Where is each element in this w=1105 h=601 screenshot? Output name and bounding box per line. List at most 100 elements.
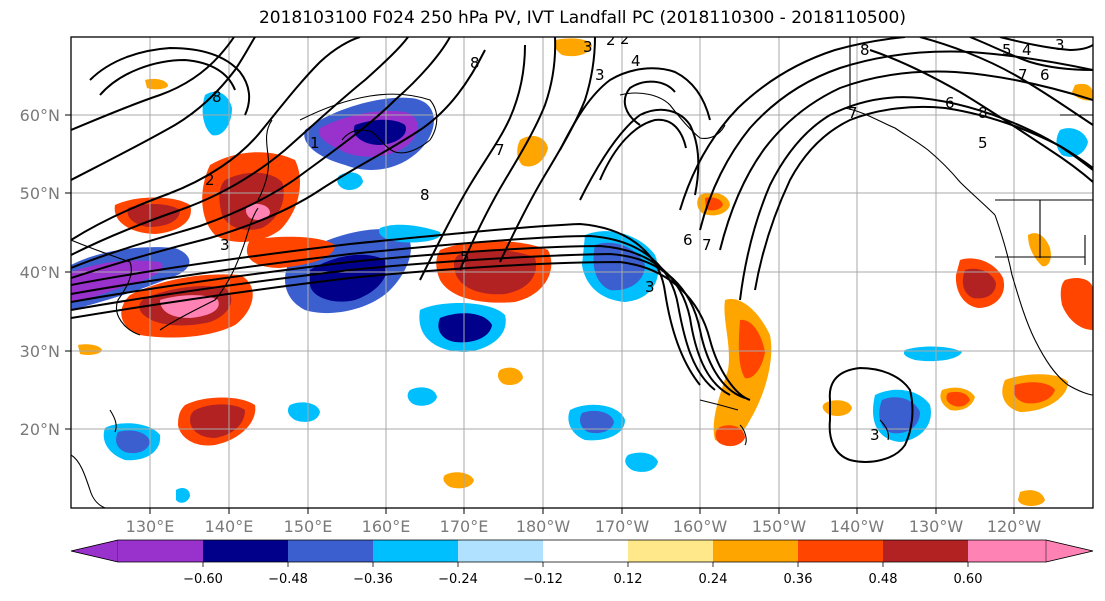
colorbar-tick-label: 0.12: [614, 572, 643, 587]
neg-anomaly-small-3: [625, 452, 658, 472]
contour-label: 4: [1022, 41, 1032, 59]
contour-label: 6: [683, 231, 693, 249]
map-title: 2018103100 F024 250 hPa PV, IVT Landfall…: [258, 8, 906, 28]
pos-anomaly-small-4: [497, 367, 523, 386]
contour-label: 2: [620, 30, 630, 48]
colorbar-tick-label: −0.24: [438, 572, 478, 587]
lon-label: 150°W: [752, 517, 807, 536]
colorbar-segment: [798, 540, 883, 562]
contour-label: 3: [583, 38, 593, 56]
contour-label: 1: [310, 134, 320, 152]
contour-label: 8: [860, 41, 870, 59]
pos-anomaly-east-subtrop-core: [1013, 382, 1055, 404]
contour-label: 7: [1018, 66, 1028, 84]
contour-label: 7: [495, 141, 505, 159]
colorbar: −0.60 −0.48 −0.36 −0.24 −0.12 0.12 0.24 …: [70, 539, 1094, 587]
pos-anomaly-south-japan-dark: [190, 404, 245, 438]
colorbar-segment: [203, 540, 288, 562]
contour-label: 5: [1002, 41, 1012, 59]
neg-anomaly-small-9: [176, 488, 190, 503]
contour-label: 3: [870, 426, 880, 444]
contour-label: 8: [212, 88, 222, 106]
colorbar-segment: [883, 540, 968, 562]
neg-anomaly-center-south-core: [580, 410, 614, 434]
contour-label: 6: [945, 94, 955, 112]
colorbar-right-extend: [1045, 539, 1094, 563]
contour-label: 3: [595, 66, 605, 84]
lon-label: 150°E: [284, 517, 333, 536]
pos-anomaly-cal-dark: [962, 268, 996, 299]
lat-label: 60°N: [20, 106, 60, 125]
lon-label: 140°E: [205, 517, 254, 536]
colorbar-segment: [373, 540, 458, 562]
pos-anomaly-hawaii-strip-core: [738, 319, 765, 379]
colorbar-tick-label: 0.60: [954, 572, 983, 587]
pv-contours: [71, 37, 1093, 463]
contour-label: 3: [1055, 36, 1065, 54]
contour-label: 6: [1040, 66, 1050, 84]
lat-label: 20°N: [20, 420, 60, 439]
pos-anomaly-small-7: [1072, 83, 1093, 101]
contour-label: 3: [220, 236, 230, 254]
contour-labels: 1 2 3 8 8 7 3 3 2 4 3 8 5 4 3 6 7 8 6 5 …: [205, 30, 1065, 444]
lon-label: 140°W: [830, 517, 885, 536]
colorbar-segment: [288, 540, 373, 562]
lon-label: 160°E: [362, 517, 411, 536]
neg-anomaly-dateline-core: [438, 313, 492, 343]
lon-label: 130°W: [909, 517, 964, 536]
pos-anomaly-small-6: [1018, 490, 1045, 506]
contour-label: 7: [702, 236, 712, 254]
colorbar-tick-label: −0.36: [353, 572, 393, 587]
pos-anomaly-small-9: [554, 38, 592, 57]
colorbar-border: [70, 539, 1094, 563]
lon-label: 170°E: [440, 517, 489, 536]
colorbar-segment: [118, 540, 203, 562]
pos-anomaly-hi-east-core: [946, 391, 970, 407]
colorbar-left-extend: [70, 539, 119, 563]
lat-label: 40°N: [20, 263, 60, 282]
lon-label: 170°W: [595, 517, 650, 536]
colorbar-tick-label: 0.24: [699, 572, 728, 587]
colorbar-tick-label: −0.48: [268, 572, 308, 587]
colorbar-tick-label: 0.36: [784, 572, 813, 587]
pos-anomaly-small-12: [1028, 233, 1051, 267]
neg-anomaly-small-5: [903, 346, 962, 362]
lon-label: 180°W: [516, 517, 571, 536]
lat-label: 30°N: [20, 342, 60, 361]
lon-label: 120°W: [987, 517, 1042, 536]
pos-anomaly-east-edge: [1060, 278, 1093, 330]
contour-label: 2: [606, 31, 616, 49]
neg-anomaly-sw-1-core: [116, 430, 150, 454]
colorbar-tick-label: 0.48: [869, 572, 898, 587]
contour-label: 5: [978, 134, 988, 152]
colorbar-segment: [543, 540, 628, 562]
lat-label: 50°N: [20, 184, 60, 203]
neg-anomaly-small-7: [379, 224, 441, 243]
pos-anomaly-japan-north-pink: [245, 203, 270, 221]
colorbar-tick-label: −0.12: [523, 572, 563, 587]
pos-anomaly-small-1: [517, 136, 548, 167]
contour-label: 2: [205, 171, 215, 189]
contour-label: 8: [978, 104, 988, 122]
pos-anomaly-small-10: [715, 425, 745, 447]
contour-label: 7: [848, 104, 858, 122]
lon-label: 130°E: [126, 517, 175, 536]
latitude-labels: 60°N 50°N 40°N 30°N 20°N: [20, 106, 60, 439]
neg-anomaly-small-8: [202, 91, 232, 136]
neg-anomaly-small-6: [337, 172, 363, 190]
colorbar-segment: [628, 540, 713, 562]
neg-anomaly-small-2: [407, 387, 437, 406]
pos-anomaly-small-8: [145, 78, 168, 90]
contour-label: 5: [460, 248, 470, 266]
longitude-labels: 130°E 140°E 150°E 160°E 170°E 180°W 170°…: [126, 517, 1042, 536]
contour-label: 8: [420, 186, 430, 204]
pos-anomaly-ridge: [246, 236, 335, 268]
pos-anomaly-small-5: [443, 472, 474, 489]
tick-marks: [65, 114, 1015, 514]
colorbar-segment: [458, 540, 543, 562]
contour-label: 4: [631, 52, 641, 70]
pos-anomaly-small-11: [78, 344, 102, 355]
contour-label: 3: [645, 278, 655, 296]
lon-label: 160°W: [673, 517, 728, 536]
